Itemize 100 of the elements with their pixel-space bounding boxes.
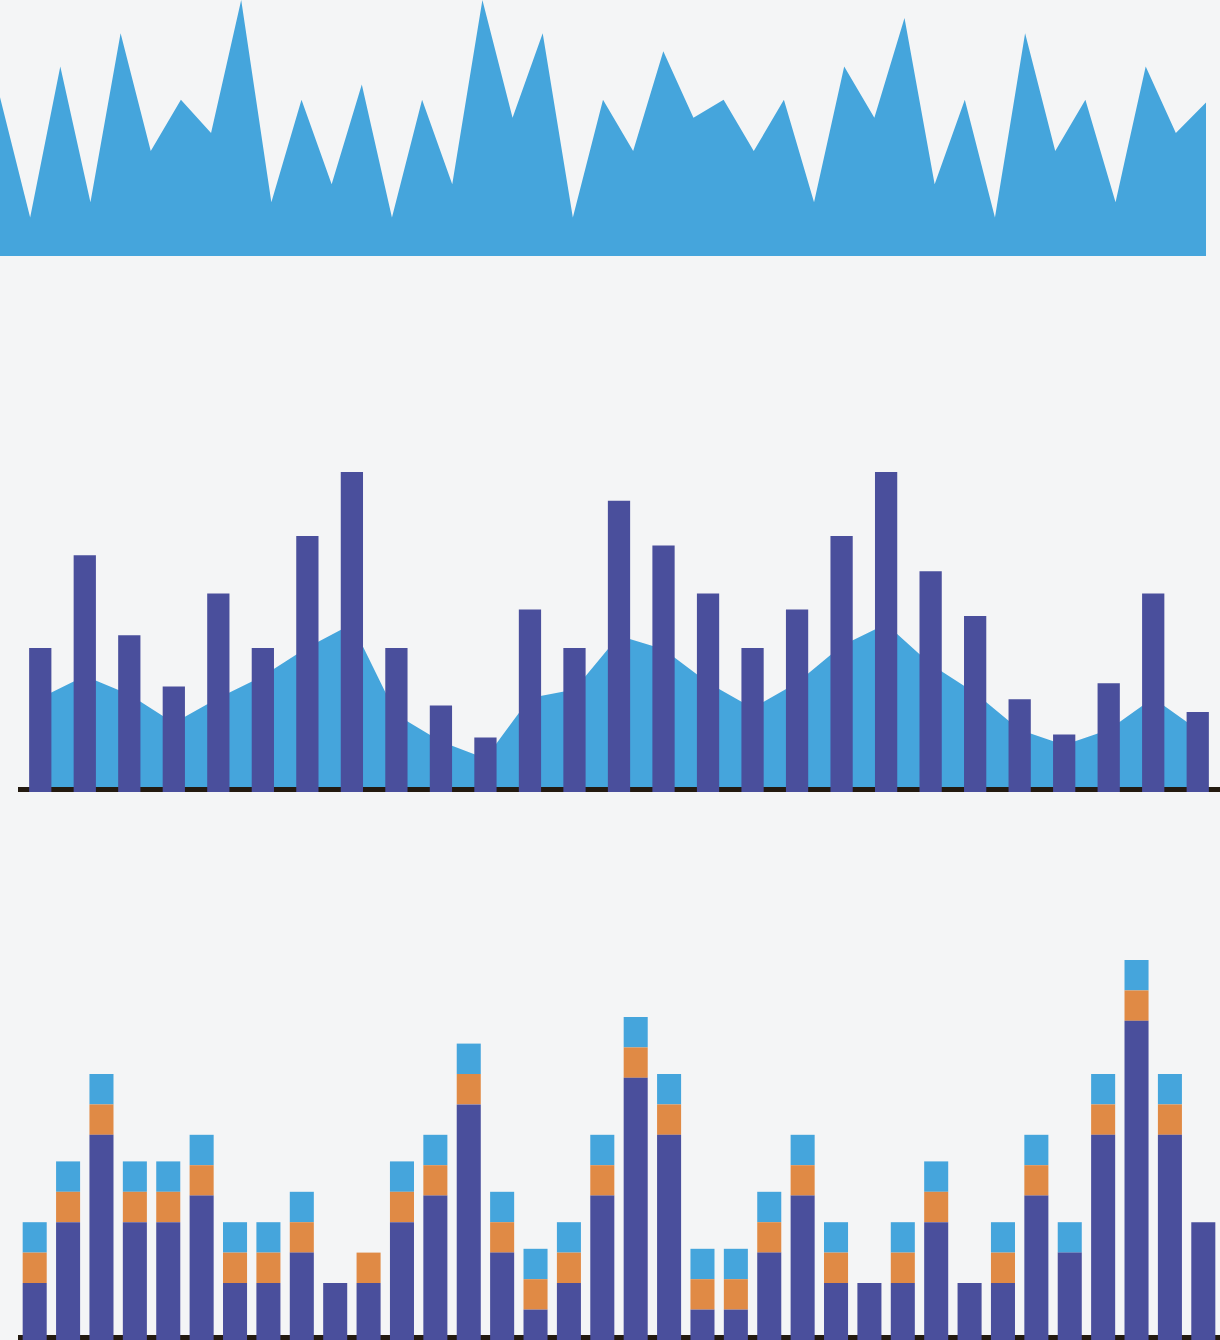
bar	[89, 1134, 114, 1340]
bar	[590, 1134, 615, 1166]
bar	[340, 472, 364, 792]
bar	[223, 1283, 248, 1340]
bar	[590, 1165, 615, 1196]
bar	[723, 1309, 748, 1340]
bar	[874, 472, 898, 792]
bar	[924, 1191, 949, 1223]
bar	[790, 1134, 815, 1166]
bar	[690, 1309, 715, 1340]
bar	[122, 1222, 147, 1340]
bar	[1157, 1104, 1182, 1135]
bar	[389, 1161, 414, 1192]
bar	[1008, 699, 1031, 792]
bar	[122, 1161, 147, 1192]
bar	[189, 1195, 214, 1340]
bar	[490, 1222, 515, 1253]
bar	[423, 1134, 448, 1166]
bar	[785, 609, 809, 792]
bar	[757, 1191, 782, 1223]
bar	[1091, 1134, 1116, 1340]
bar	[256, 1252, 281, 1283]
bar	[389, 1222, 414, 1340]
bar	[296, 536, 319, 792]
bar	[1024, 1134, 1049, 1166]
bar	[990, 1283, 1015, 1340]
bar	[1186, 712, 1209, 792]
bar	[29, 648, 52, 792]
bar	[518, 609, 542, 792]
bar	[156, 1161, 181, 1192]
bar	[189, 1134, 214, 1166]
bar	[790, 1165, 815, 1196]
bar	[1157, 1134, 1182, 1340]
bar	[1091, 1074, 1116, 1105]
bar	[1142, 593, 1165, 792]
bar	[423, 1165, 448, 1196]
bar	[456, 1043, 481, 1074]
bar	[1097, 683, 1120, 792]
bar	[22, 1252, 47, 1283]
bar	[590, 1195, 615, 1340]
bar	[1024, 1165, 1049, 1196]
bar	[207, 593, 230, 792]
bar	[356, 1283, 381, 1340]
bar	[696, 593, 720, 792]
bar	[890, 1222, 915, 1253]
bar	[56, 1191, 81, 1223]
bar	[122, 1191, 147, 1223]
bar	[490, 1191, 515, 1223]
bar	[89, 1104, 114, 1135]
bar	[256, 1222, 281, 1253]
bar	[156, 1222, 181, 1340]
bar	[1057, 1252, 1082, 1340]
bar	[89, 1074, 114, 1105]
bar	[251, 648, 274, 792]
bar	[1191, 1222, 1216, 1340]
bar	[1057, 1222, 1082, 1253]
bar	[1124, 960, 1149, 991]
bar	[824, 1283, 849, 1340]
bar	[741, 648, 764, 792]
bar	[690, 1279, 715, 1310]
bar	[1124, 1020, 1149, 1340]
bar	[607, 500, 631, 792]
bar	[429, 705, 453, 792]
bar	[890, 1283, 915, 1340]
bar	[156, 1191, 181, 1223]
bar	[189, 1165, 214, 1196]
bar	[890, 1252, 915, 1283]
bar	[256, 1283, 281, 1340]
bar	[456, 1104, 481, 1340]
bar	[657, 1074, 682, 1105]
bar	[523, 1248, 548, 1280]
bar	[1091, 1104, 1116, 1135]
bar	[289, 1222, 314, 1253]
bar	[385, 648, 408, 792]
bar	[223, 1222, 248, 1253]
bar	[924, 1161, 949, 1192]
bar	[289, 1191, 314, 1223]
bar	[523, 1279, 548, 1310]
bar	[723, 1248, 748, 1280]
bar	[556, 1283, 581, 1340]
bar	[623, 1047, 648, 1078]
bar	[924, 1222, 949, 1340]
bar	[957, 1283, 982, 1340]
bar	[456, 1074, 481, 1105]
bar	[56, 1222, 81, 1340]
bar	[723, 1279, 748, 1310]
bar	[990, 1222, 1015, 1253]
bar	[523, 1309, 548, 1340]
bar	[556, 1252, 581, 1283]
bar	[118, 635, 141, 792]
bar	[623, 1017, 648, 1048]
bar	[623, 1077, 648, 1340]
bar	[857, 1283, 882, 1340]
bar	[657, 1134, 682, 1340]
bar	[824, 1252, 849, 1283]
bar	[964, 616, 987, 792]
bar	[790, 1195, 815, 1340]
bar	[474, 737, 497, 792]
bar	[1024, 1195, 1049, 1340]
bar	[423, 1195, 448, 1340]
